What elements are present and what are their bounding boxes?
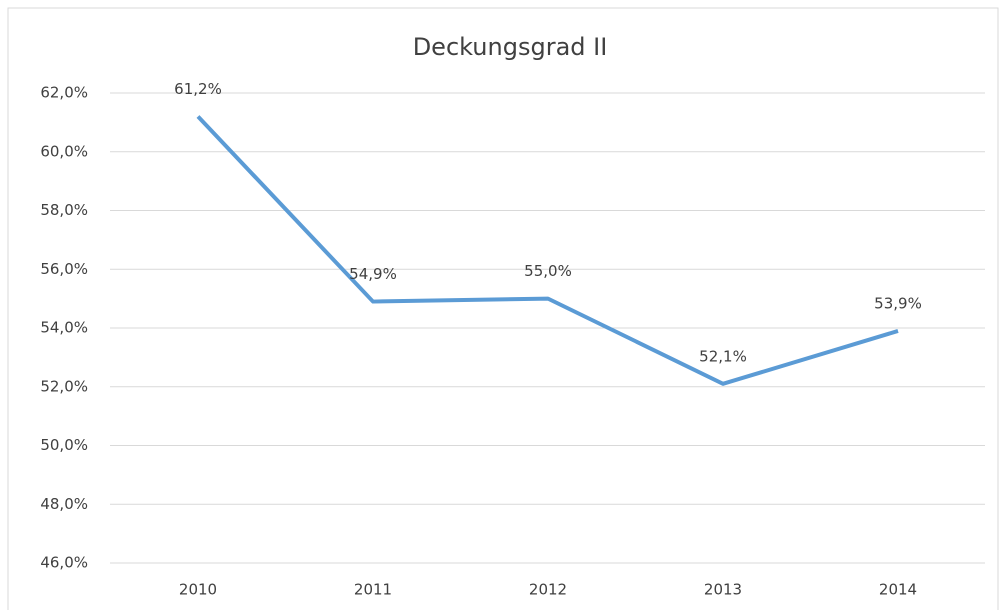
y-tick-label: 60,0% <box>40 142 88 160</box>
y-tick-label: 54,0% <box>40 319 88 337</box>
data-label: 52,1% <box>699 347 747 365</box>
chart-border <box>7 7 999 610</box>
y-tick-label: 56,0% <box>40 260 88 278</box>
data-label: 61,2% <box>174 80 222 98</box>
y-tick-label: 48,0% <box>40 495 88 513</box>
y-tick-label: 50,0% <box>40 436 88 454</box>
x-tick-label: 2014 <box>879 581 917 599</box>
y-tick-label: 62,0% <box>40 84 88 102</box>
x-tick-label: 2013 <box>704 581 742 599</box>
x-tick-label: 2010 <box>179 581 217 599</box>
y-tick-label: 58,0% <box>40 201 88 219</box>
line <box>196 115 899 386</box>
x-tick-label: 2011 <box>354 581 392 599</box>
data-label: 55,0% <box>524 262 572 280</box>
y-tick-label: 52,0% <box>40 377 88 395</box>
data-label: 53,9% <box>874 294 922 312</box>
y-tick-label: 46,0% <box>40 554 88 572</box>
data-label: 54,9% <box>349 265 397 283</box>
x-tick-label: 2012 <box>529 581 567 599</box>
chart-title: Deckungsgrad II <box>413 33 608 61</box>
